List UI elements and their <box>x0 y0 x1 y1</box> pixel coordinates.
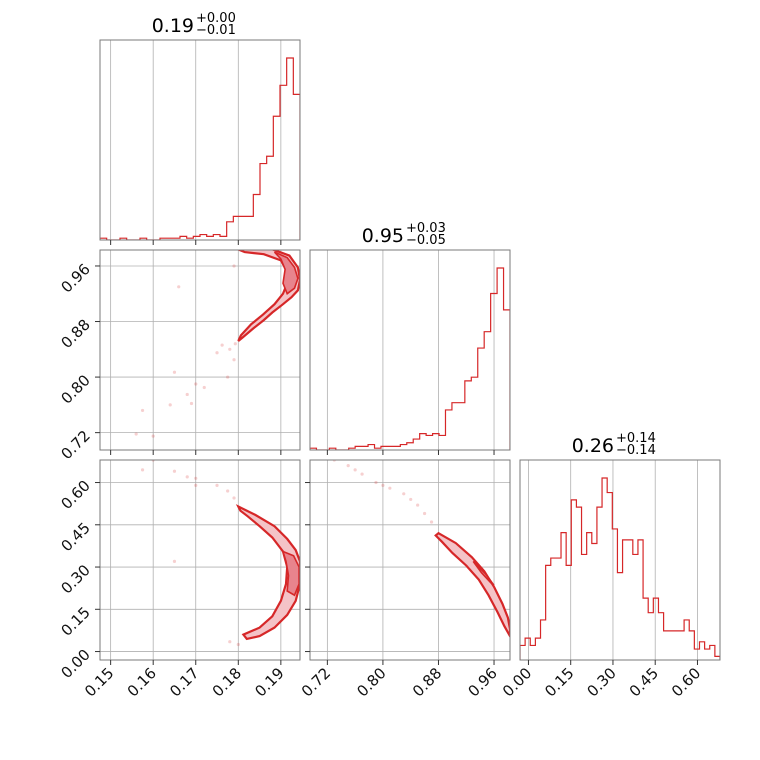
panel-2-0: 0.15 0.16 0.17 0.18 0.190.000.150.300.450.60 <box>57 459 301 700</box>
sample-point <box>189 401 194 406</box>
x-tick-label: 0.60 <box>668 664 704 700</box>
sample-point <box>172 370 177 374</box>
sample-point <box>232 264 236 268</box>
title-median-1: 0.95 <box>362 225 404 247</box>
x-tick-label: 0.15 <box>81 664 117 700</box>
panel-frame <box>99 249 301 451</box>
contour-outer <box>434 531 510 639</box>
y-tick-label: 0.30 <box>57 561 93 597</box>
sample-point <box>429 520 434 524</box>
y-tick-label: 0.88 <box>57 316 93 352</box>
sample-point <box>232 358 236 362</box>
sample-point <box>346 464 350 468</box>
title-median-2: 0.26 <box>572 435 614 457</box>
sample-point <box>194 483 198 487</box>
title-minus-2: −0.14 <box>616 443 656 458</box>
sample-point <box>228 640 232 644</box>
x-tick-label: 0.00 <box>499 664 535 700</box>
panel-0-0 <box>99 39 301 245</box>
sample-point <box>151 434 155 438</box>
contour-inner <box>472 560 495 587</box>
contour-inner <box>273 251 299 295</box>
panel-frame <box>99 459 301 661</box>
sample-point <box>422 511 427 516</box>
sample-point <box>236 642 240 647</box>
sample-point <box>185 475 189 479</box>
sample-point <box>416 503 420 507</box>
y-tick-label: 0.45 <box>57 519 93 555</box>
sample-point <box>402 492 406 496</box>
y-tick-label: 0.80 <box>57 371 93 407</box>
sample-point <box>134 432 138 436</box>
histogram-2 <box>520 477 720 660</box>
y-tick-label: 0.00 <box>57 646 93 682</box>
sample-point <box>215 351 219 355</box>
y-tick-label: 0.72 <box>57 427 93 463</box>
sample-point <box>374 480 378 485</box>
sample-point <box>233 342 237 346</box>
x-tick-label: 0.19 <box>251 664 287 700</box>
sample-point <box>177 285 181 289</box>
x-tick-label: 0.17 <box>166 664 202 700</box>
sample-point <box>202 385 206 390</box>
x-tick-label: 0.15 <box>541 664 577 700</box>
title-minus-0: −0.01 <box>196 23 236 38</box>
sample-point <box>409 497 413 502</box>
x-tick-label: 0.18 <box>209 664 245 700</box>
sample-point <box>228 347 232 351</box>
contour-outer <box>235 504 300 641</box>
panel-2-2: 0.00 0.15 0.30 0.45 0.60 <box>499 459 721 700</box>
sample-point <box>185 392 189 397</box>
panel-frame <box>309 249 511 451</box>
contour-inner <box>281 550 300 597</box>
histogram-0 <box>100 57 300 240</box>
panel-2-1: 0.72 0.80 0.88 0.96 <box>298 459 511 700</box>
sample-point <box>194 382 198 386</box>
title-plus-2: +0.14 <box>616 431 656 446</box>
sample-point <box>360 472 364 476</box>
sample-point <box>172 559 177 564</box>
panel-frame <box>309 459 511 661</box>
x-tick-label: 0.96 <box>465 664 501 700</box>
x-tick-label: 0.72 <box>298 664 334 700</box>
sample-point <box>381 483 385 487</box>
y-tick-label: 0.15 <box>57 603 93 639</box>
sample-point <box>226 489 230 493</box>
sample-point <box>388 486 392 490</box>
title-median-0: 0.19 <box>152 15 194 37</box>
panel-1-1 <box>309 249 511 455</box>
sample-point <box>140 468 145 472</box>
panel-frame <box>519 459 721 661</box>
sample-point <box>168 403 172 407</box>
y-tick-label: 0.96 <box>57 260 93 296</box>
title-plus-0: +0.00 <box>196 11 236 26</box>
sample-point <box>140 408 145 413</box>
title-minus-1: −0.05 <box>406 233 446 248</box>
panel-frame <box>99 39 301 241</box>
sample-point <box>194 476 198 480</box>
sample-point <box>172 469 177 473</box>
panel-1-0: 0.72 0.80 0.88 0.96 <box>57 249 301 463</box>
sample-point <box>215 483 219 487</box>
title-plus-1: +0.03 <box>406 221 446 236</box>
sample-point <box>220 343 224 347</box>
sample-point <box>353 468 357 472</box>
x-tick-label: 0.30 <box>583 664 619 700</box>
y-tick-label: 0.60 <box>57 477 93 513</box>
sample-point <box>232 496 236 500</box>
x-tick-label: 0.16 <box>124 664 160 700</box>
x-tick-label: 0.88 <box>409 664 445 700</box>
sample-point <box>226 375 230 379</box>
x-tick-label: 0.80 <box>353 664 389 700</box>
x-tick-label: 0.45 <box>626 664 662 700</box>
histogram-1 <box>310 267 510 450</box>
